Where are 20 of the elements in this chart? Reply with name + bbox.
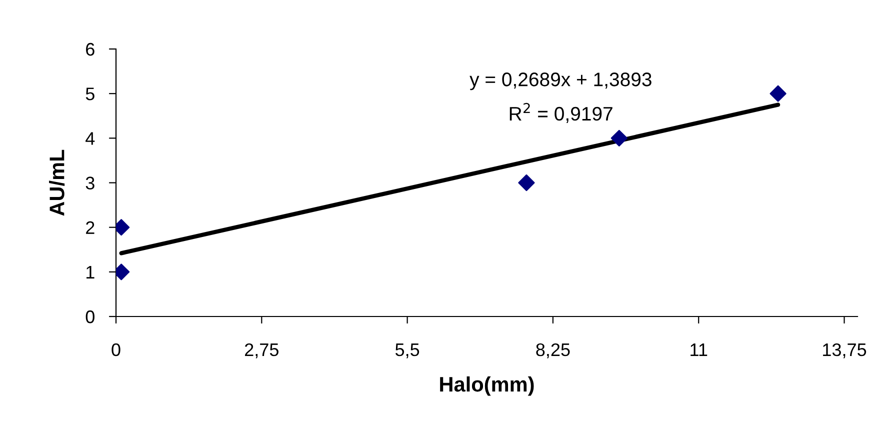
point (770, 85, 786, 102)
x-tick-label: 5,5 (395, 344, 420, 358)
annotation: y = 0,2689x + 1,3893 (470, 72, 652, 90)
x-tick-label: 11 (690, 344, 708, 356)
y-tick-label: 5 (86, 88, 94, 100)
y-tick-label: 2 (86, 221, 94, 234)
x-tick-label: 0 (112, 343, 120, 356)
annotation: R$^{2}$ = 0,9197 (510, 102, 612, 123)
x-tick-label: 13,75 (823, 343, 866, 358)
y-tick-label: 1 (86, 266, 94, 278)
point (610, 130, 628, 146)
x-axis-title: Halo(mm) (440, 376, 534, 396)
y-axis-title: AU/mL (49, 150, 65, 216)
y-tick-label: 0 (86, 310, 94, 324)
y-tick-label: 6 (86, 42, 94, 56)
y-tick-label: 4 (86, 132, 95, 145)
y-tick-label: 3 (86, 176, 94, 190)
x-tick-label: 8,25 (536, 343, 570, 358)
point (518, 174, 535, 192)
x-tick-label: 2,75 (244, 343, 278, 358)
